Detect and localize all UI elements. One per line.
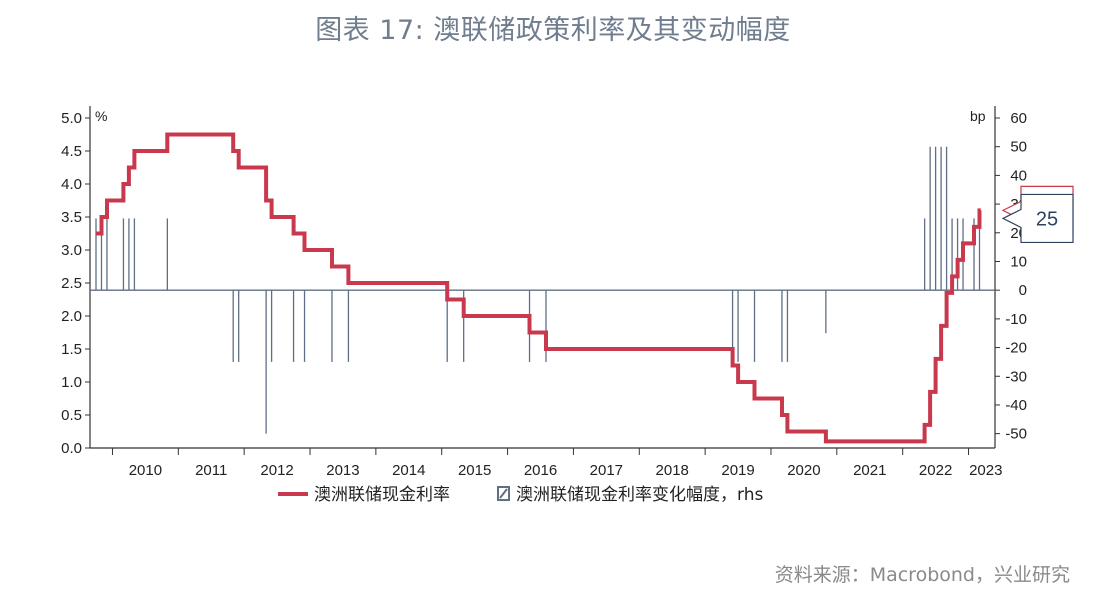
- right-tick-label: 10: [1010, 253, 1027, 270]
- axes-group: 0.0 0.5 1.0 1.5 2.0 2.5 3.0 3.5 4.0 4.5 5.0 -50 -40 -…: [61, 106, 1027, 479]
- x-tick-label: 2022: [919, 462, 952, 479]
- x-tick-label: 2013: [326, 462, 359, 479]
- x-tick-label: 2014: [392, 462, 425, 479]
- rate-line-group: [96, 132, 982, 444]
- x-tick-label: 2017: [590, 462, 623, 479]
- right-tick-label: -30: [1005, 368, 1027, 385]
- right-tick-label: 40: [1010, 167, 1027, 184]
- left-tick-label: 1.5: [61, 341, 82, 358]
- end-value-callouts: 3.625: [1001, 185, 1074, 244]
- legend-rate-label: 澳洲联储现金利率: [314, 485, 450, 505]
- left-axis-unit: %: [95, 108, 107, 124]
- chart-title: 图表 17: 澳联储政策利率及其变动幅度: [315, 15, 791, 46]
- right-tick-label: 0: [1019, 282, 1027, 299]
- x-tick-label: 2011: [195, 462, 227, 479]
- x-tick-label: 2020: [787, 462, 820, 479]
- left-tick-label: 4.5: [61, 143, 82, 160]
- left-tick-label: 2.0: [61, 308, 82, 325]
- right-tick-label: -20: [1005, 340, 1027, 357]
- x-tick-label: 2019: [721, 462, 754, 479]
- right-tick-label: -10: [1005, 311, 1027, 328]
- x-tick-label: 2021: [853, 462, 886, 479]
- legend-change-swatch-mark: [499, 488, 508, 499]
- left-tick-label: 3.0: [61, 242, 82, 259]
- chart-legend: 澳洲联储现金利率 澳洲联储现金利率变化幅度，rhs: [278, 485, 763, 505]
- x-tick-label: 2010: [129, 462, 162, 479]
- left-tick-label: 0.0: [61, 440, 82, 457]
- rate-line: [96, 132, 982, 444]
- left-tick-label: 0.5: [61, 407, 82, 424]
- left-tick-label: 5.0: [61, 110, 82, 127]
- rate-change-spikes: [90, 146, 995, 434]
- left-tick-label: 2.5: [61, 275, 82, 292]
- change-end-callout: 25: [1001, 193, 1074, 244]
- x-tick-label: 2015: [458, 462, 491, 479]
- x-tick-label: 2018: [656, 462, 689, 479]
- legend-change-label: 澳洲联储现金利率变化幅度，rhs: [516, 485, 763, 505]
- left-tick-label: 3.5: [61, 209, 82, 226]
- x-tick-label: 2016: [524, 462, 557, 479]
- change-end-callout-box: [1001, 193, 1074, 244]
- left-tick-label: 4.0: [61, 176, 82, 193]
- right-axis-unit: bp: [970, 108, 986, 124]
- source-note: 资料来源：Macrobond，兴业研究: [774, 564, 1070, 586]
- right-tick-label: -50: [1005, 426, 1027, 443]
- right-tick-label: 50: [1010, 139, 1027, 156]
- change-end-callout-text: 25: [1036, 208, 1058, 230]
- x-tick-label: 2023: [969, 462, 1002, 479]
- left-tick-label: 1.0: [61, 374, 82, 391]
- x-tick-label: 2012: [260, 462, 293, 479]
- right-tick-label: -40: [1005, 397, 1027, 414]
- right-tick-label: 60: [1010, 110, 1027, 127]
